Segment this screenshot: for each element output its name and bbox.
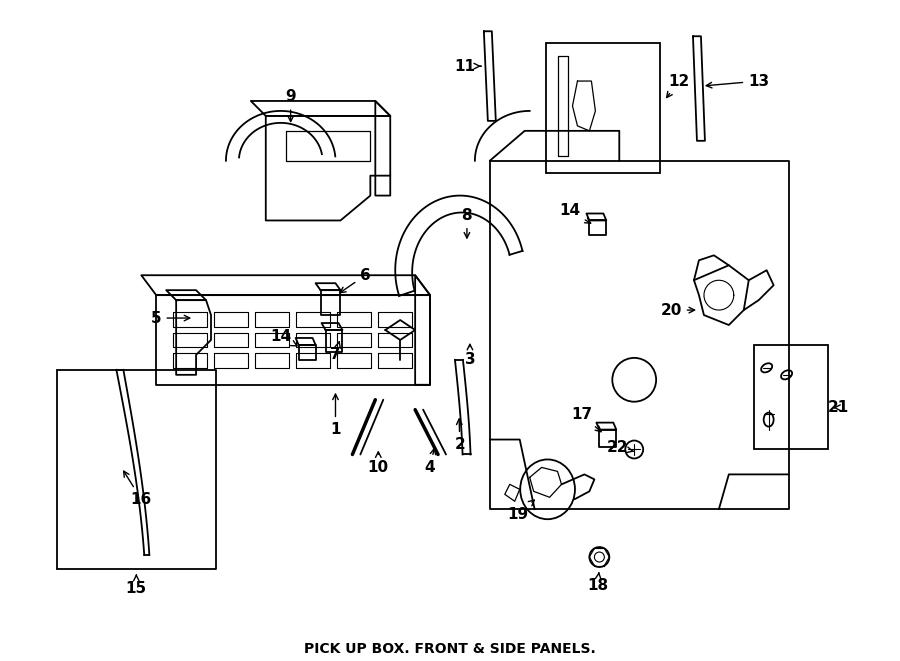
Text: 9: 9 <box>285 89 296 122</box>
Text: 10: 10 <box>368 452 389 475</box>
Text: 6: 6 <box>340 268 371 293</box>
Bar <box>753 345 828 449</box>
Text: 18: 18 <box>587 572 608 594</box>
Text: 16: 16 <box>123 471 152 507</box>
Text: 3: 3 <box>464 344 475 368</box>
Text: 17: 17 <box>571 407 601 432</box>
Text: 8: 8 <box>462 208 472 238</box>
Text: 11: 11 <box>454 59 481 73</box>
Text: 21: 21 <box>828 400 849 415</box>
Text: 14: 14 <box>559 203 590 223</box>
Text: PICK UP BOX. FRONT & SIDE PANELS.: PICK UP BOX. FRONT & SIDE PANELS. <box>304 642 596 656</box>
Text: 19: 19 <box>508 500 535 522</box>
Text: 1: 1 <box>330 394 341 437</box>
Text: 20: 20 <box>661 303 695 317</box>
Text: 2: 2 <box>454 419 465 452</box>
Text: 4: 4 <box>425 449 436 475</box>
Bar <box>545 43 660 173</box>
Text: 5: 5 <box>151 311 190 326</box>
Text: 15: 15 <box>126 575 147 596</box>
Text: 12: 12 <box>667 73 689 98</box>
Text: 14: 14 <box>270 329 297 346</box>
Text: 22: 22 <box>607 440 634 455</box>
Text: 7: 7 <box>330 342 341 362</box>
Text: 13: 13 <box>706 73 770 89</box>
